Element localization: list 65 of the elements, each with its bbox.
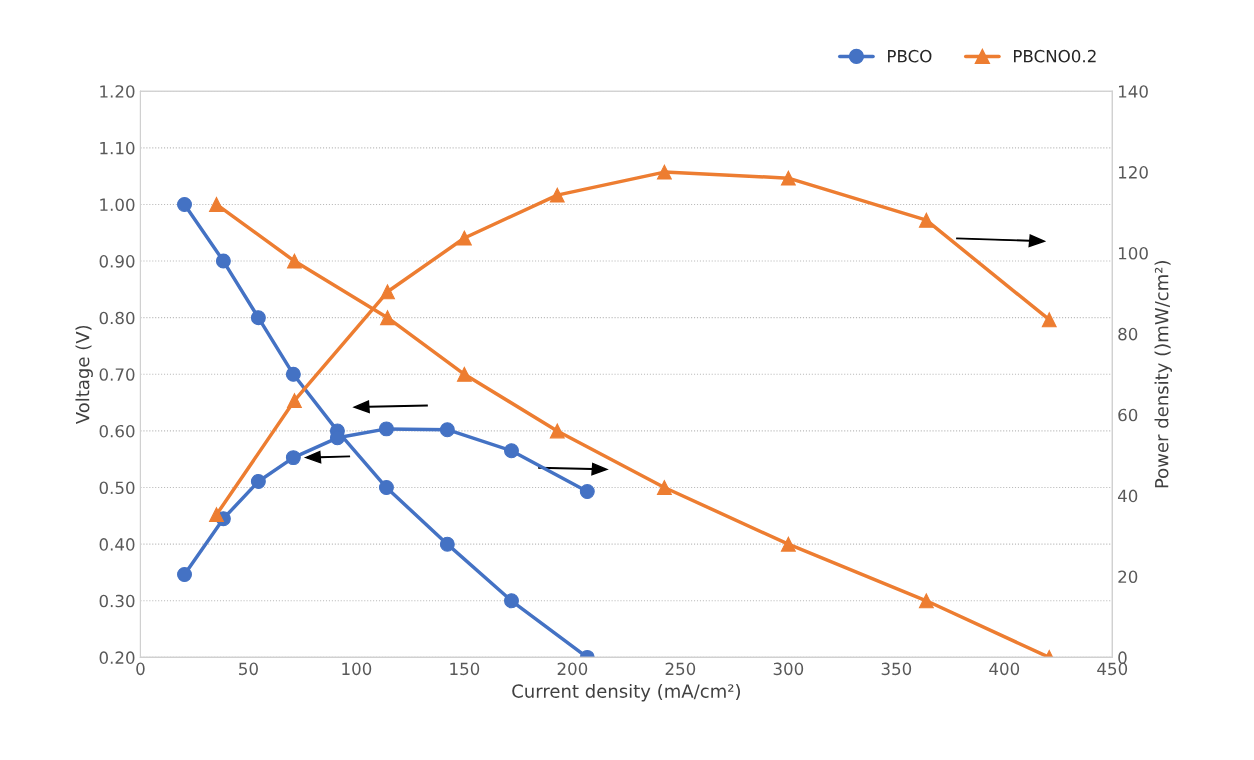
y-tick-label: 1.00: [100, 198, 135, 212]
x-tick-label: 450: [1097, 662, 1128, 676]
point: [456, 230, 472, 246]
y-tick-label: 1.20: [100, 85, 135, 98]
point: [918, 212, 934, 228]
x-tick-label: 0: [136, 662, 145, 676]
point: [380, 284, 395, 300]
y-tick-label: 1.10: [100, 141, 135, 155]
y2-tick-label: 100: [1118, 246, 1148, 260]
y-tick-label: 0.80: [99, 311, 135, 325]
point: [656, 480, 672, 495]
point: [1041, 312, 1057, 328]
point: [780, 170, 796, 186]
y-axis-title: Voltage (V): [75, 325, 93, 425]
y2-axis-title: Power density ()mW/cm²): [1154, 261, 1172, 488]
point: [209, 507, 224, 523]
point: [579, 484, 595, 500]
y-tick-label: 0.60: [99, 424, 135, 438]
point: [378, 421, 394, 437]
point: [177, 567, 192, 582]
y2-tick-label: 0: [1118, 651, 1127, 664]
y2-tick-label: 120: [1118, 166, 1148, 179]
point: [285, 366, 301, 382]
point: [215, 253, 231, 269]
x-tick-label: 200: [557, 662, 588, 676]
y2-tick-label: 20: [1118, 570, 1138, 584]
y2-tick-label: 140: [1118, 85, 1148, 98]
point: [780, 536, 796, 552]
point: [549, 187, 565, 203]
x-tick-label: 300: [773, 662, 804, 676]
point: [286, 393, 302, 409]
point: [504, 443, 519, 459]
x-tick-label: 50: [239, 662, 258, 676]
x-tick-label: 100: [342, 662, 372, 676]
point: [656, 164, 672, 180]
y-tick-label: 0.90: [99, 255, 135, 268]
x-tick-label: 150: [450, 662, 480, 676]
point: [177, 196, 192, 212]
point: [918, 593, 934, 609]
point: [380, 310, 395, 326]
x-axis-title: Current density (mA/cm²): [512, 683, 740, 702]
point: [378, 480, 394, 495]
legend-label: PBCNO0.2: [1014, 49, 1096, 63]
x-tick-label: 350: [881, 662, 912, 676]
point: [209, 196, 224, 212]
y-tick-label: 0.50: [99, 481, 135, 495]
legend-label: PBCO: [888, 49, 932, 63]
y2-tick-label: 60: [1118, 408, 1138, 422]
y-tick-label: 0.40: [99, 538, 135, 551]
y2-tick-label: 80: [1118, 327, 1138, 341]
point: [456, 366, 472, 382]
y-tick-label: 0.20: [99, 651, 135, 664]
point: [504, 593, 519, 609]
point: [250, 310, 266, 326]
x-tick-label: 400: [989, 662, 1020, 676]
point: [549, 423, 565, 439]
y2-tick-label: 40: [1117, 489, 1138, 503]
x-tick-label: 250: [665, 662, 696, 676]
y-tick-label: 0.70: [99, 368, 135, 381]
point: [286, 253, 302, 269]
point: [439, 422, 455, 438]
point: [285, 450, 301, 466]
point: [250, 474, 266, 489]
point: [439, 536, 455, 552]
y-tick-label: 0.30: [99, 594, 135, 608]
